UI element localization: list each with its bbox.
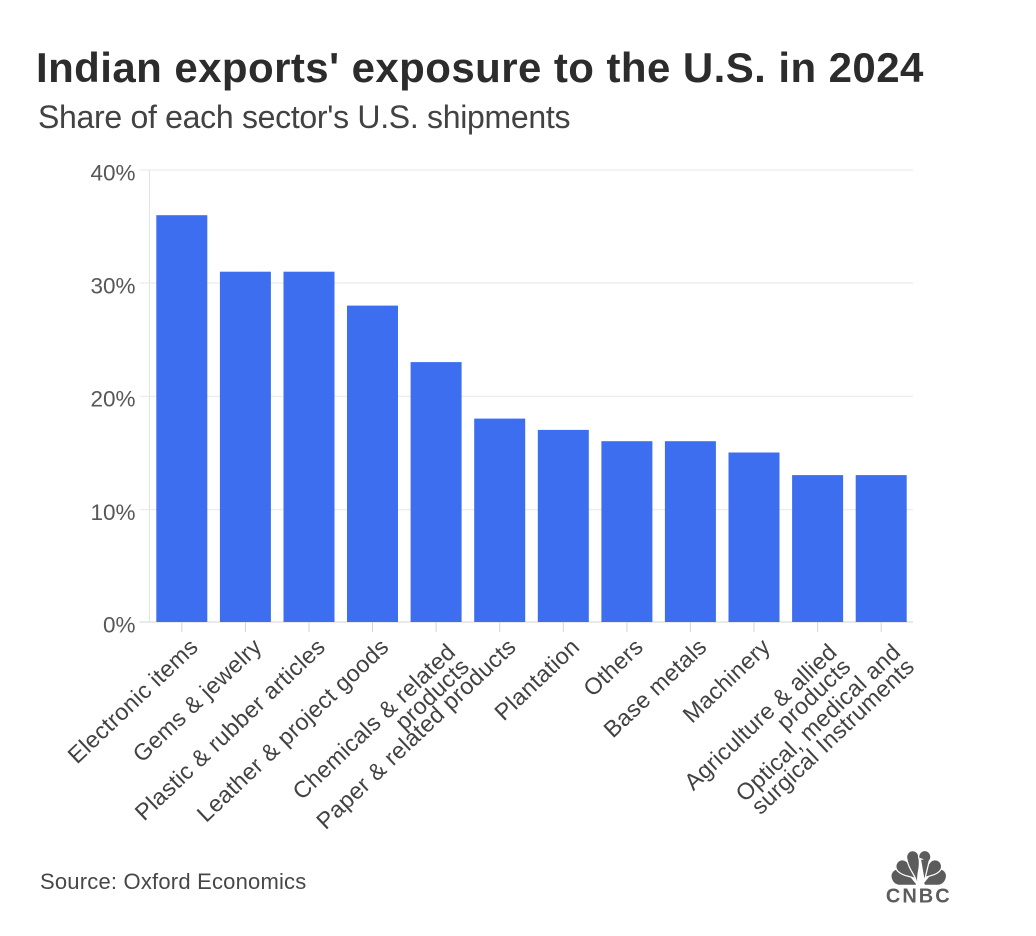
svg-text:CNBC: CNBC [886,886,952,908]
svg-text:40%: 40% [90,160,135,185]
svg-text:10%: 10% [90,500,135,525]
svg-text:20%: 20% [90,387,135,412]
svg-text:30%: 30% [90,273,135,298]
svg-text:0%: 0% [103,612,136,637]
